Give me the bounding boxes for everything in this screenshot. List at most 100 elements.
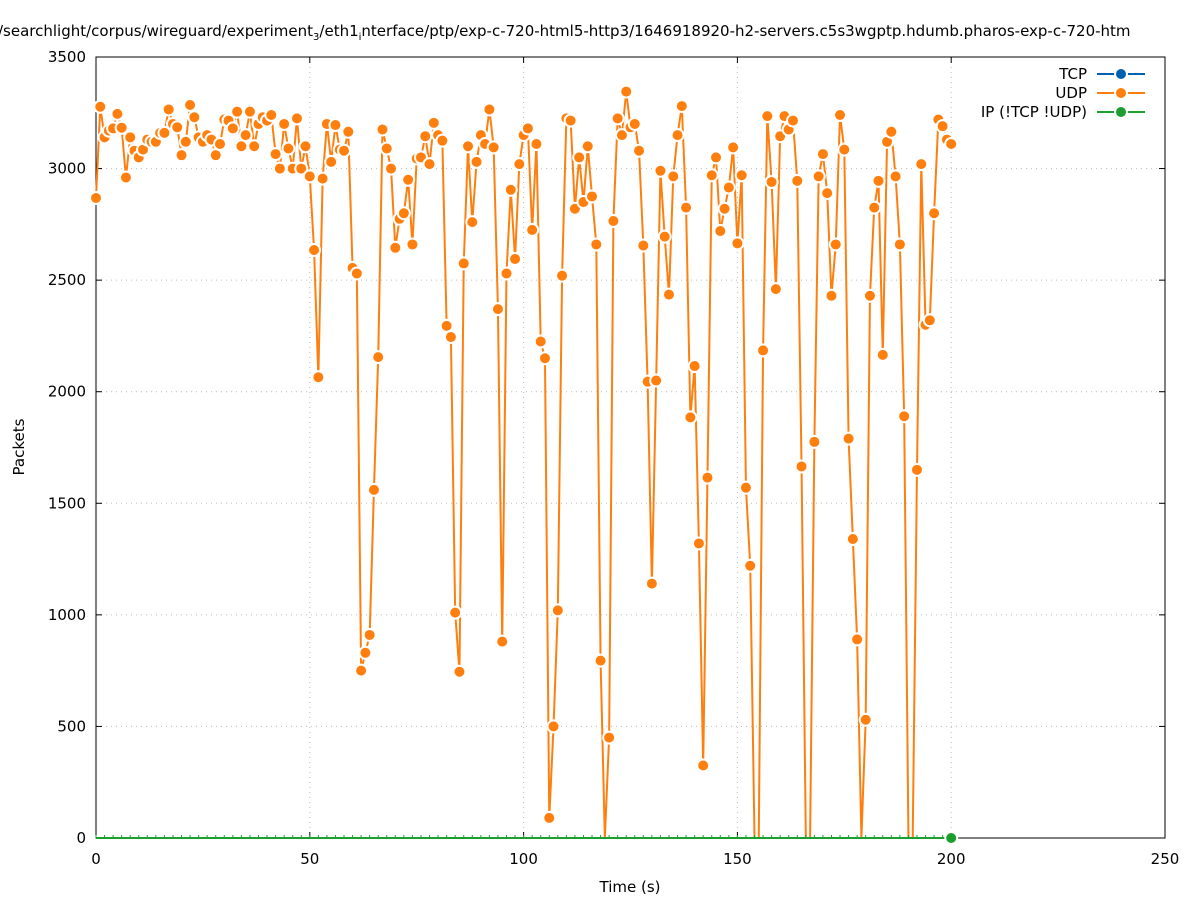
data-point	[89, 191, 103, 206]
data-point	[264, 108, 279, 123]
data-point	[529, 137, 544, 152]
data-point	[585, 189, 600, 204]
data-point	[619, 84, 634, 99]
data-point	[922, 313, 937, 328]
data-point	[627, 116, 642, 131]
data-point	[268, 147, 283, 162]
data-point	[486, 140, 501, 155]
data-point	[944, 831, 959, 845]
data-point	[790, 173, 805, 188]
data-point	[401, 172, 416, 187]
y-axis-label: Packets	[10, 418, 28, 475]
legend-label: TCP	[1058, 65, 1087, 83]
data-point	[302, 169, 317, 184]
legend-label: UDP	[1055, 84, 1087, 102]
x-tick-label: 0	[91, 850, 101, 868]
data-point	[405, 237, 420, 252]
axes: 0 50 100 150 200 2500500100015002000250030003…	[48, 48, 1180, 868]
title-subscript: 3	[313, 32, 319, 43]
data-point	[914, 157, 929, 172]
data-point	[760, 109, 775, 124]
data-point	[768, 282, 783, 297]
data-point	[944, 137, 959, 152]
data-point	[375, 122, 390, 137]
data-point	[884, 124, 899, 139]
data-point	[794, 459, 809, 474]
series-ip	[95, 831, 959, 845]
data-point	[589, 237, 604, 252]
data-point	[850, 632, 865, 647]
data-point	[666, 169, 681, 184]
title-subscript: i	[359, 32, 362, 43]
data-point	[520, 121, 535, 136]
data-point	[341, 124, 356, 139]
data-point	[230, 104, 245, 119]
series-layer	[89, 84, 959, 845]
data-point	[897, 409, 912, 424]
data-point	[858, 712, 873, 727]
x-tick-label: 200	[937, 850, 966, 868]
data-point	[362, 627, 377, 642]
data-point	[546, 719, 561, 734]
data-point	[307, 243, 322, 258]
data-point	[756, 343, 771, 358]
data-point	[550, 603, 565, 618]
plot-border	[95, 56, 1166, 839]
data-point	[700, 470, 715, 485]
data-point	[110, 106, 125, 121]
data-point	[606, 214, 621, 229]
data-point	[657, 229, 672, 244]
data-point	[311, 370, 326, 385]
data-point	[661, 287, 676, 302]
data-point	[593, 653, 608, 668]
data-point	[499, 266, 514, 281]
data-point	[225, 121, 240, 136]
data-point	[452, 664, 467, 679]
data-point	[448, 605, 463, 620]
data-point	[388, 240, 403, 255]
data-point	[503, 182, 518, 197]
data-point	[610, 111, 625, 126]
data-point	[495, 634, 510, 649]
y-tick-label: 1000	[48, 606, 86, 624]
legend-marker	[1114, 105, 1128, 119]
series-line	[95, 91, 952, 839]
x-tick-label: 250	[1151, 850, 1180, 868]
x-tick-label: 50	[300, 850, 319, 868]
data-point	[820, 186, 835, 201]
data-point	[927, 206, 942, 221]
legend-marker	[1114, 67, 1128, 81]
data-point	[161, 102, 176, 117]
data-point	[935, 119, 950, 134]
data-point	[247, 139, 262, 154]
data-point	[862, 288, 877, 303]
y-tick-label: 1500	[48, 494, 86, 512]
data-point	[508, 251, 523, 266]
data-point	[461, 139, 476, 154]
data-point	[841, 431, 856, 446]
data-point	[213, 137, 228, 152]
x-tick-label: 100	[509, 850, 538, 868]
data-point	[174, 148, 189, 163]
data-point	[371, 350, 386, 365]
data-point	[512, 157, 527, 172]
data-point	[298, 139, 313, 154]
data-point	[490, 302, 505, 317]
data-point	[743, 558, 758, 573]
data-point	[272, 161, 287, 176]
data-point	[114, 120, 129, 135]
y-tick-label: 2000	[48, 383, 86, 401]
data-point	[238, 128, 253, 143]
data-point	[187, 110, 202, 125]
data-point	[824, 288, 839, 303]
y-tick-label: 0	[76, 829, 86, 847]
data-point	[644, 576, 659, 591]
y-tick-label: 500	[57, 717, 86, 735]
data-point	[354, 663, 369, 678]
data-point	[93, 99, 108, 114]
data-point	[811, 169, 826, 184]
data-point	[738, 480, 753, 495]
data-point	[482, 102, 497, 117]
data-point	[709, 150, 724, 165]
